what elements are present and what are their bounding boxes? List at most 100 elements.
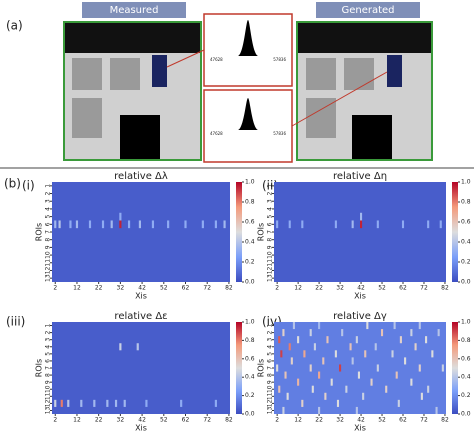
y-tick-label: 3 [45,338,52,342]
y-tick-label: 9 [267,245,274,249]
heatmap-cell [318,322,321,330]
x-axis-label: Xis [135,292,147,301]
label-box [316,2,420,18]
heatmap-cell [278,385,281,393]
chart-title: relative Δε [114,311,167,322]
x-tick-label: 12 [294,417,302,424]
y-tick-label: 4 [45,345,52,349]
heatmap-cell [322,357,325,365]
y-tick-label: 7 [267,366,274,370]
y-tick-label: 12 [267,399,274,407]
heatmap-cell [119,220,122,229]
heatmap-cell [374,343,377,351]
heatmap-cell [330,378,333,386]
colorbar [452,182,458,282]
heatmap-cell [276,220,279,229]
x-tick-label: 42 [138,285,146,292]
x-tick-label: 2 [53,417,57,424]
panel-label: (i) [22,179,35,193]
y-tick-label: 3 [45,199,52,203]
heatmap-cell [380,329,384,337]
label-box [82,2,186,18]
y-tick-label: 10 [267,251,274,259]
heatmap-cell [385,385,388,393]
colorbar-tick-label: 0.6 [245,355,255,362]
x-tick-label: 72 [420,417,428,424]
connector [291,71,388,127]
x-axis-label: Xis [354,292,366,301]
heatmap-cell [58,220,61,229]
y-axis-label: ROIs [35,359,44,377]
heatmap-cell [364,350,367,358]
y-tick-label: 4 [45,207,52,211]
y-tick-label: 1 [267,184,274,188]
heatmap-cell [418,364,421,372]
heatmap-cell [351,357,354,365]
heatmap-cell [370,378,373,386]
y-tick-label: 13 [45,274,52,282]
heatmap-cell [414,343,417,351]
heatmap-cell [366,322,369,330]
y-tick-label: 10 [45,385,52,393]
heatmap-cell [123,399,126,407]
heatmap-cell [286,392,289,400]
y-axis-label: ROIs [257,359,266,377]
y-tick-label: 11 [267,259,274,267]
heatmap-cell [399,336,402,344]
y-tick-label: 7 [45,230,52,234]
heatmap-cell [282,329,285,337]
x-tick-label: 22 [315,417,323,424]
x-tick-label: 22 [315,285,323,292]
heatmap-cell [290,357,293,365]
colorbar-tick-label: 1.0 [461,179,471,186]
y-tick-label: 1 [267,323,274,327]
heatmap-cell [391,350,394,358]
heatmap-cell [336,399,340,407]
heatmap-cell [138,220,141,229]
heatmap-cell [301,220,304,229]
colorbar-tick-label: 0.6 [461,355,471,362]
colorbar-tick-label: 0.0 [245,411,255,418]
y-tick-label: 8 [45,373,52,377]
heatmap-cell [318,406,321,414]
y-tick-label: 2 [45,331,52,335]
heatmap-cell [351,220,354,229]
y-tick-label: 8 [45,238,52,242]
y-tick-label: 8 [267,238,274,242]
chart-title: relative Δη [333,171,387,182]
y-tick-label: 13 [267,274,274,282]
heatmap-cell [297,378,300,386]
x-tick-label: 12 [294,285,302,292]
heatmap-cell [341,329,344,337]
heatmap-cell [60,399,63,407]
chart-title: relative Δγ [333,311,387,322]
heatmap-cell [435,406,438,414]
x-tick-label: 42 [138,417,146,424]
colorbar-tick-label: 0.6 [461,219,471,226]
heatmap-cell [167,220,170,229]
heatmap-cell [75,220,79,229]
x-tick-label: 12 [73,285,81,292]
y-tick-label: 12 [45,266,52,274]
colorbar-tick-label: 0.8 [245,199,255,206]
y-tick-label: 9 [45,380,52,384]
x-tick-label: 32 [117,285,125,292]
heatmap-cell [145,399,148,407]
heatmap-background [274,182,446,282]
y-tick-label: 5 [267,352,274,356]
heatmap-cell [437,329,440,337]
x-tick-label: 52 [160,285,168,292]
x-tick-label: 62 [399,285,407,292]
heatmap-background [52,182,230,282]
y-tick-label: 8 [267,373,274,377]
y-tick-label: 3 [267,338,274,342]
x-tick-label: 82 [225,417,233,424]
heatmap-cell [288,220,291,229]
x-tick-label: 32 [336,417,344,424]
x-tick-label: 22 [95,285,103,292]
y-tick-label: 7 [267,230,274,234]
colorbar-tick-label: 0.0 [461,279,471,286]
x-tick-label: 62 [399,417,407,424]
colorbar-tick-label: 0.2 [461,392,471,399]
y-tick-label: 9 [267,380,274,384]
